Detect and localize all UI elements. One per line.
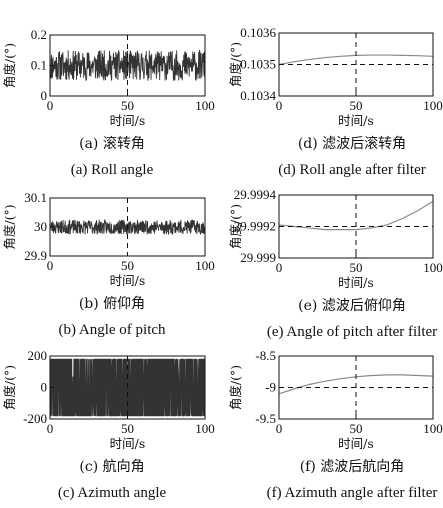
y-tick-label: 0.1 (31, 58, 47, 73)
x-tick-label: 100 (195, 421, 215, 436)
caption-chinese: (c) 航向角 (79, 459, 144, 475)
caption-chinese: (d) 滤波后滚转角 (298, 135, 406, 152)
x-tick-label: 50 (121, 258, 134, 273)
y-tick-label: 30 (34, 219, 47, 234)
x-axis-label: 时间/s (338, 275, 374, 290)
caption-english: (a) Roll angle (71, 162, 154, 178)
y-tick-label: 29.9992 (234, 219, 276, 234)
x-axis-label: 时间/s (338, 113, 374, 128)
x-tick-label: 50 (350, 421, 363, 436)
x-tick-label: 0 (47, 98, 54, 113)
caption-chinese: (b) 俯仰角 (79, 296, 145, 312)
caption-chinese: (a) 滚转角 (79, 135, 145, 152)
y-tick-label: 0.1034 (240, 88, 276, 103)
y-tick-label: -9 (265, 380, 276, 395)
x-tick-label: 0 (276, 98, 283, 113)
y-axis-label: 角度/(°) (2, 365, 17, 410)
y-axis-label: 角度/(°) (2, 43, 17, 88)
y-tick-label: -8.5 (255, 348, 276, 363)
x-tick-label: 0 (47, 258, 54, 273)
caption-english: (b) Angle of pitch (58, 322, 166, 338)
y-tick-label: 0.1035 (240, 57, 276, 72)
caption-chinese: (f) 滤波后航向角 (300, 459, 405, 475)
y-tick-label: -9.5 (255, 411, 276, 426)
x-tick-label: 0 (276, 421, 283, 436)
caption-english: (f) Azimuth angle after filter (267, 485, 438, 501)
x-tick-label: 50 (121, 421, 134, 436)
x-tick-label: 100 (423, 98, 443, 113)
data-series-line-0 (49, 49, 206, 82)
x-axis-label: 时间/s (338, 436, 374, 451)
y-tick-label: 0.2 (31, 27, 47, 42)
x-tick-label: 0 (47, 421, 54, 436)
y-axis-label: 角度/(°) (228, 365, 243, 410)
y-axis-label: 角度/(°) (228, 42, 243, 87)
x-axis-label: 时间/s (110, 436, 146, 451)
x-tick-label: 0 (276, 260, 283, 275)
x-tick-label: 50 (350, 98, 363, 113)
x-tick-label: 100 (423, 421, 443, 436)
data-series-line-2 (49, 218, 206, 236)
x-tick-label: 50 (121, 98, 134, 113)
x-axis-label: 时间/s (110, 273, 146, 288)
y-tick-label: 29.9 (24, 248, 47, 263)
x-tick-label: 100 (195, 98, 215, 113)
x-tick-label: 100 (423, 260, 443, 275)
x-axis-label: 时间/s (110, 113, 146, 128)
x-tick-label: 50 (350, 260, 363, 275)
y-tick-label: 0 (41, 380, 48, 395)
x-tick-label: 100 (195, 258, 215, 273)
y-tick-label: 0.1036 (240, 25, 276, 40)
y-tick-label: 30.1 (24, 190, 47, 205)
y-tick-label: -200 (23, 411, 47, 426)
y-axis-label: 角度/(°) (2, 204, 17, 249)
y-tick-label: 29.9994 (234, 187, 277, 202)
data-series-line-3 (278, 200, 434, 231)
y-tick-label: 0 (41, 88, 48, 103)
caption-english: (d) Roll angle after filter (278, 162, 425, 178)
y-tick-label: 29.999 (240, 250, 276, 265)
caption-chinese: (e) 滤波后俯仰角 (298, 298, 406, 314)
y-tick-label: 200 (28, 348, 48, 363)
caption-english: (e) Angle of pitch after filter (267, 324, 437, 340)
y-axis-label: 角度/(°) (228, 204, 243, 249)
caption-english: (c) Azimuth angle (58, 485, 167, 501)
